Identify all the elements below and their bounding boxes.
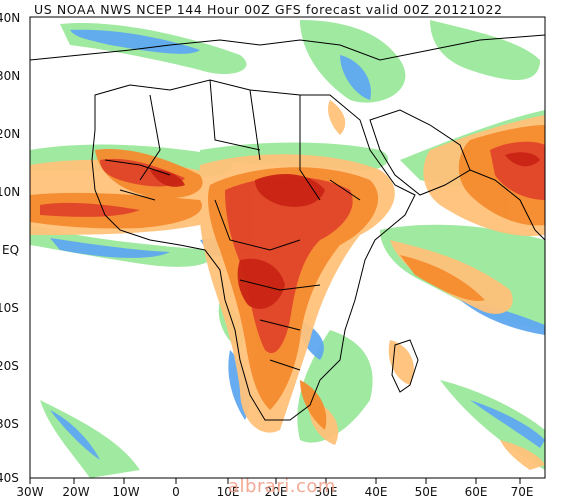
europe-coast xyxy=(29,34,546,61)
lon-label-40e: 40E xyxy=(365,485,388,497)
coastlines xyxy=(29,34,546,421)
lat-label-30n: 30N xyxy=(0,69,20,83)
lon-label-10e: 10E xyxy=(217,485,240,497)
lat-label-20s: 20S xyxy=(0,359,19,373)
lon-label-0: 0 xyxy=(172,485,180,497)
arabian-peninsula xyxy=(369,109,471,196)
lat-label-30s: 30S xyxy=(0,417,19,431)
borders-1 xyxy=(104,79,361,371)
lon-label-20w: 20W xyxy=(62,485,89,497)
lat-label-40s: 40S xyxy=(0,471,19,485)
lon-label-30e: 30E xyxy=(315,485,338,497)
india-coast xyxy=(469,169,546,241)
watermark: albrari.com xyxy=(228,476,336,497)
lat-labels: 40N 30N 20N 10N EQ 10S 20S 30S 40S xyxy=(0,11,20,485)
precip-red xyxy=(40,141,545,354)
lat-label-eq: EQ xyxy=(2,243,19,257)
lat-label-10n: 10N xyxy=(0,185,20,199)
lat-label-40n: 40N xyxy=(0,11,20,25)
precip-field xyxy=(30,20,545,478)
lon-label-50e: 50E xyxy=(415,485,438,497)
map-frame xyxy=(29,16,546,479)
lon-labels: 30W 20W 10W 0 10E 20E 30E 40E 50E 60E 70… xyxy=(16,485,533,497)
lat-label-20n: 20N xyxy=(0,127,20,141)
lon-label-20e: 20E xyxy=(265,485,288,497)
lon-label-30w: 30W xyxy=(16,485,43,497)
madagascar xyxy=(391,339,419,393)
lon-label-10w: 10W xyxy=(112,485,139,497)
lat-label-10s: 10S xyxy=(0,301,19,315)
lon-label-70e: 70E xyxy=(511,485,534,497)
africa-coastline xyxy=(91,79,416,421)
lon-label-60e: 60E xyxy=(465,485,488,497)
axis-ticks xyxy=(29,478,521,484)
map-title: US NOAA NWS NCEP 144 Hour 00Z GFS foreca… xyxy=(34,2,503,17)
precip-dark-red xyxy=(150,152,540,309)
